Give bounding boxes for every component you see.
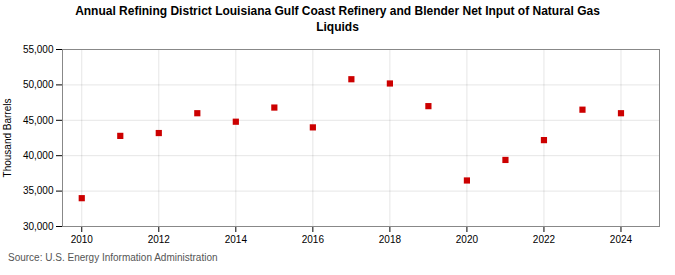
svg-text:2022: 2022 (533, 234, 556, 245)
svg-text:2014: 2014 (225, 234, 248, 245)
svg-text:2020: 2020 (456, 234, 479, 245)
html-text:Source: U.S. Energy Informatio: Source: U.S. Energy Information Administ… (8, 252, 218, 264)
svg-text:30,000: 30,000 (23, 221, 54, 232)
svg-text:50,000: 50,000 (23, 79, 54, 90)
html-text:Annual Refining District Louis: Annual Refining District Louisiana Gulf … (75, 4, 600, 34)
svg-text:2018: 2018 (379, 234, 402, 245)
svg-text:45,000: 45,000 (23, 115, 54, 126)
svg-text:40,000: 40,000 (23, 150, 54, 161)
svg-text:2012: 2012 (148, 234, 171, 245)
svg-text:55,000: 55,000 (23, 44, 54, 55)
svg-text:35,000: 35,000 (23, 185, 54, 196)
svg-text:2024: 2024 (610, 234, 633, 245)
svg-text:2010: 2010 (71, 234, 94, 245)
svg-text:Thousand Barrels: Thousand Barrels (2, 99, 13, 178)
svg-text:2016: 2016 (302, 234, 325, 245)
